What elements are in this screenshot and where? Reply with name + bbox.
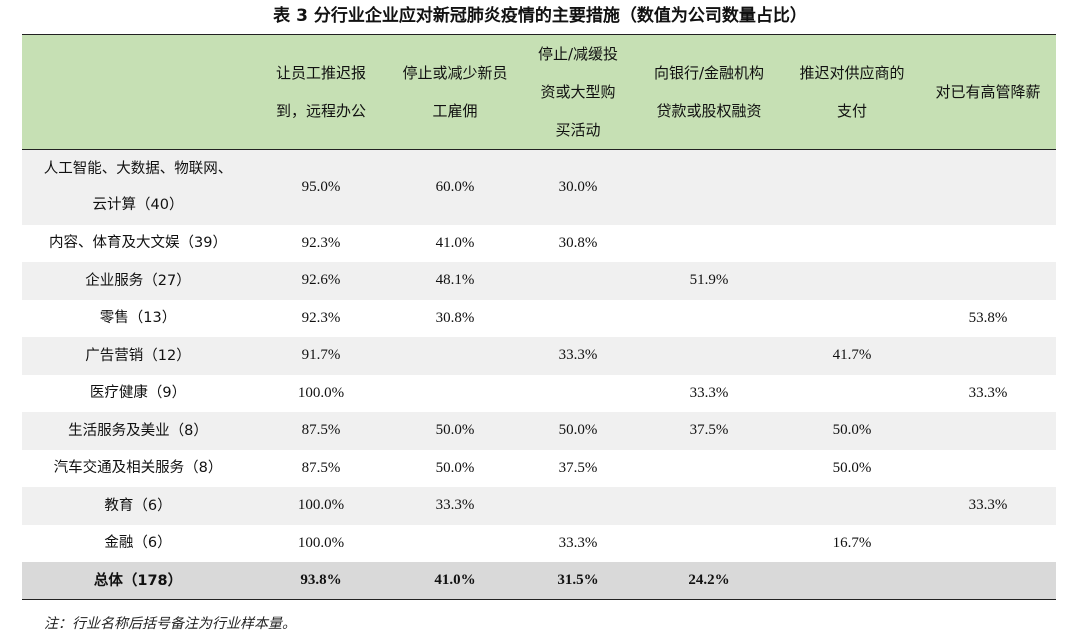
table-row: 零售（13） 92.3% 30.8% 53.8% (22, 300, 1056, 338)
value-cell (920, 412, 1056, 450)
value-cell (920, 450, 1056, 488)
table-note: 注：行业名称后括号备注为行业样本量。 (44, 616, 296, 632)
header-cell-remote-work: 让员工推迟报到，远程办公 (254, 34, 388, 150)
value-cell (784, 150, 920, 225)
table-title: 表 3 分行业企业应对新冠肺炎疫情的主要措施（数值为公司数量占比） (273, 6, 807, 26)
value-cell (522, 300, 634, 338)
value-cell: 33.3% (968, 384, 1008, 401)
data-table: 让员工推迟报到，远程办公 停止或减少新员工雇佣 停止/减缓投资或大型购买活动 向… (22, 34, 1056, 600)
value-cell: 48.1% (435, 272, 475, 289)
value-cell (920, 337, 1056, 375)
value-cell: 95.0% (301, 178, 341, 195)
value-cell: 33.3% (689, 384, 729, 401)
value-cell (634, 525, 784, 563)
value-cell: 91.7% (301, 347, 341, 364)
total-row: 总体（178） 93.8% 41.0% 31.5% 24.2% (22, 562, 1056, 600)
value-cell: 50.0% (832, 459, 872, 476)
value-cell: 37.5% (689, 422, 729, 439)
value-cell (784, 375, 920, 413)
value-cell: 41.0% (435, 234, 475, 251)
industry-cell: 人工智能、大数据、物联网、云计算（40） (43, 161, 233, 214)
value-cell (522, 262, 634, 300)
value-cell: 33.3% (435, 497, 475, 514)
value-cell (784, 487, 920, 525)
value-cell: 41.7% (832, 347, 872, 364)
value-cell: 92.6% (301, 272, 341, 289)
table-row: 金融（6） 100.0% 33.3% 16.7% (22, 525, 1056, 563)
header-row: 让员工推迟报到，远程办公 停止或减少新员工雇佣 停止/减缓投资或大型购买活动 向… (22, 34, 1056, 150)
value-cell: 30.8% (435, 309, 475, 326)
value-cell: 50.0% (435, 422, 475, 439)
value-cell: 60.0% (435, 178, 475, 195)
value-cell: 50.0% (832, 422, 872, 439)
value-cell: 50.0% (558, 422, 598, 439)
value-cell (522, 375, 634, 413)
industry-cell: 金融（6） (104, 535, 172, 552)
value-cell: 16.7% (832, 534, 872, 551)
industry-cell: 生活服务及美业（8） (68, 422, 208, 439)
industry-cell: 医疗健康（9） (89, 385, 187, 402)
value-cell: 24.2% (688, 572, 730, 588)
value-cell: 93.8% (300, 572, 342, 588)
value-cell: 87.5% (301, 459, 341, 476)
table-row: 内容、体育及大文娱（39） 92.3% 41.0% 30.8% (22, 225, 1056, 263)
value-cell (388, 375, 522, 413)
header-cell-supplier-payment: 推迟对供应商的支付 (784, 34, 920, 150)
value-cell (920, 525, 1056, 563)
header-cell-industry (22, 34, 254, 150)
table-row: 医疗健康（9） 100.0% 33.3% 33.3% (22, 375, 1056, 413)
value-cell (634, 150, 784, 225)
table-row: 人工智能、大数据、物联网、云计算（40） 95.0% 60.0% 30.0% (22, 149, 1056, 225)
value-cell: 37.5% (558, 459, 598, 476)
industry-cell: 内容、体育及大文娱（39） (49, 235, 227, 252)
value-cell (634, 487, 784, 525)
value-cell: 100.0% (297, 497, 345, 514)
industry-cell: 教育（6） (104, 497, 172, 514)
industry-cell: 企业服务（27） (85, 272, 191, 289)
header-cell-exec-paycut: 对已有高管降薪 (920, 34, 1056, 150)
value-cell: 87.5% (301, 422, 341, 439)
industry-cell: 汽车交通及相关服务（8） (53, 460, 223, 477)
value-cell: 33.3% (968, 497, 1008, 514)
industry-cell-total: 总体（178） (93, 572, 183, 589)
value-cell: 50.0% (435, 459, 475, 476)
value-cell: 53.8% (968, 309, 1008, 326)
value-cell: 92.3% (301, 309, 341, 326)
value-cell (634, 337, 784, 375)
value-cell (920, 225, 1056, 263)
value-cell: 30.8% (558, 234, 598, 251)
value-cell: 31.5% (557, 572, 599, 588)
table-row: 汽车交通及相关服务（8） 87.5% 50.0% 37.5% 50.0% (22, 450, 1056, 488)
value-cell: 33.3% (558, 534, 598, 551)
industry-cell: 广告营销（12） (85, 347, 191, 364)
value-cell (634, 300, 784, 338)
header-cell-financing: 向银行/金融机构贷款或股权融资 (634, 34, 784, 150)
value-cell (920, 262, 1056, 300)
table-row: 广告营销（12） 91.7% 33.3% 41.7% (22, 337, 1056, 375)
value-cell (388, 525, 522, 563)
value-cell: 100.0% (297, 384, 345, 401)
value-cell (634, 225, 784, 263)
value-cell (784, 225, 920, 263)
value-cell (920, 562, 1056, 600)
industry-cell: 零售（13） (99, 310, 177, 327)
value-cell (388, 337, 522, 375)
header-cell-hiring: 停止或减少新员工雇佣 (388, 34, 522, 150)
value-cell (784, 300, 920, 338)
value-cell (920, 150, 1056, 225)
table-row: 教育（6） 100.0% 33.3% 33.3% (22, 487, 1056, 525)
value-cell (634, 450, 784, 488)
table-row: 生活服务及美业（8） 87.5% 50.0% 50.0% 37.5% 50.0% (22, 412, 1056, 450)
value-cell (784, 562, 920, 600)
value-cell: 41.0% (434, 572, 476, 588)
value-cell (522, 487, 634, 525)
value-cell: 33.3% (558, 347, 598, 364)
table-row: 企业服务（27） 92.6% 48.1% 51.9% (22, 262, 1056, 300)
value-cell: 51.9% (689, 272, 729, 289)
value-cell (784, 262, 920, 300)
header-cell-investment: 停止/减缓投资或大型购买活动 (522, 34, 634, 150)
value-cell: 30.0% (558, 178, 598, 195)
value-cell: 100.0% (297, 534, 345, 551)
value-cell: 92.3% (301, 234, 341, 251)
